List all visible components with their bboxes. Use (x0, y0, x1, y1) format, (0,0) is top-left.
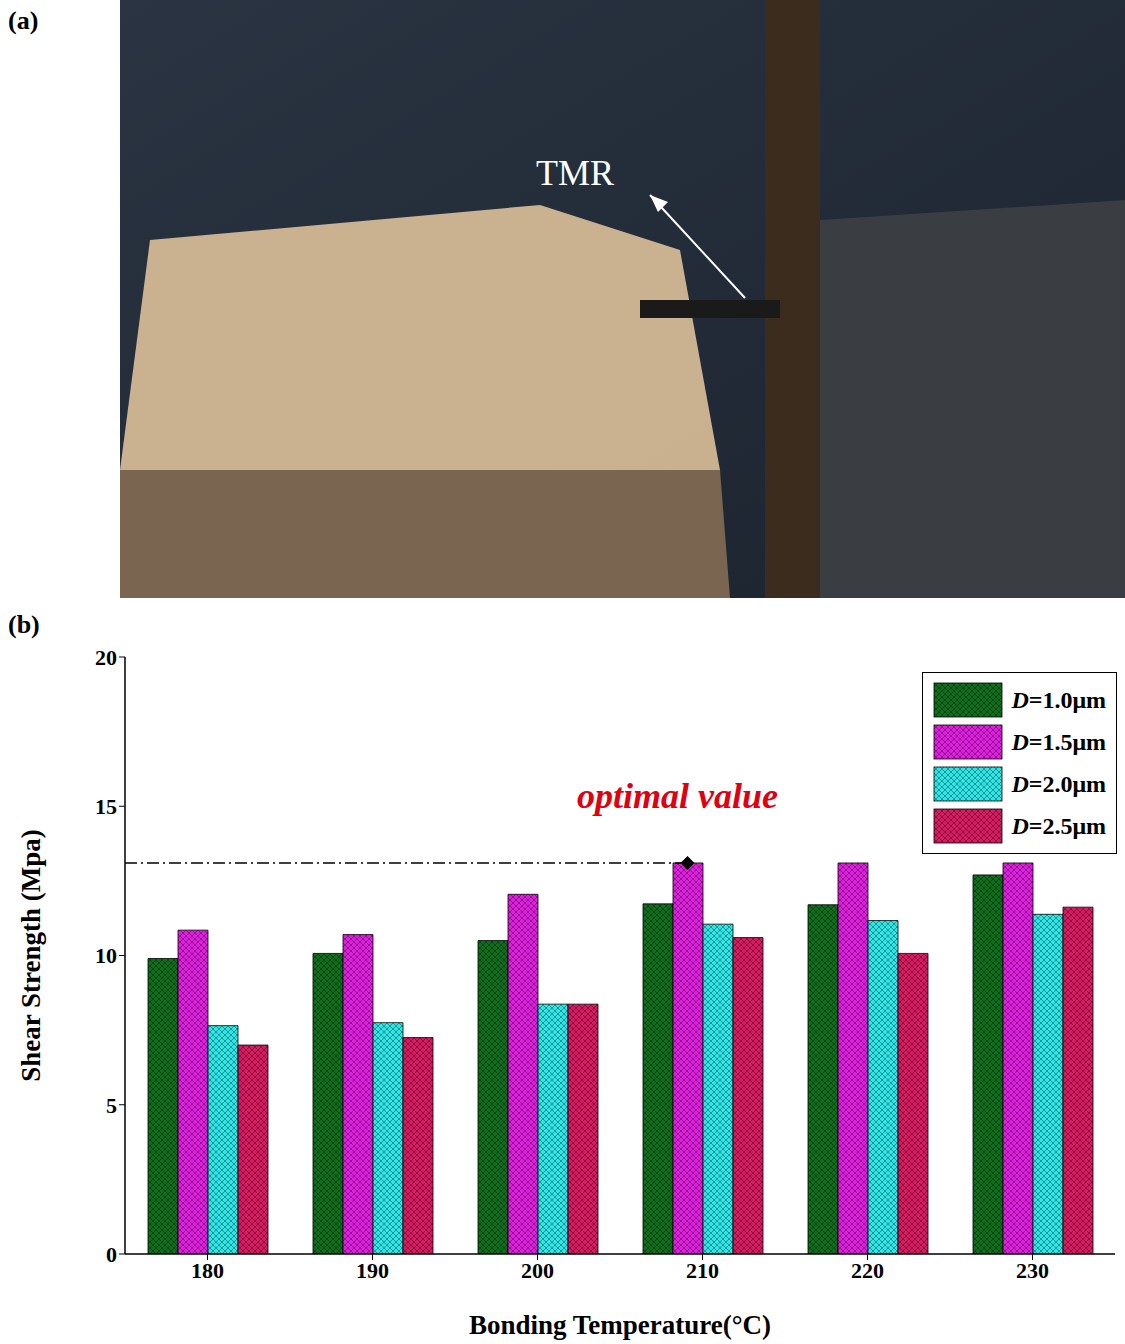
svg-text:210: 210 (686, 1258, 719, 1283)
svg-text:220: 220 (851, 1258, 884, 1283)
svg-text:10: 10 (95, 943, 117, 968)
svg-text:190: 190 (356, 1258, 389, 1283)
svg-text:5: 5 (106, 1093, 117, 1118)
svg-text:180: 180 (191, 1258, 224, 1283)
html-text:D =1.0μm: D =1.0μm (1011, 686, 1106, 713)
svg-text:200: 200 (521, 1258, 554, 1283)
html-text:D =2.5μm: D =2.5μm (1011, 812, 1106, 839)
html-text:(a): (a) (8, 6, 39, 35)
svg-text:optimal value: optimal value (577, 776, 778, 816)
svg-text:Shear Strength (Mpa): Shear Strength (Mpa) (16, 829, 46, 1082)
svg-text:0: 0 (106, 1242, 117, 1267)
html-text:D =2.0μm: D =2.0μm (1011, 770, 1106, 797)
svg-text:15: 15 (95, 794, 117, 819)
svg-text:Bonding Temperature(°C): Bonding Temperature(°C) (469, 1310, 771, 1340)
html-text:(b): (b) (8, 610, 40, 639)
svg-text:230: 230 (1016, 1258, 1049, 1283)
svg-text:20: 20 (95, 645, 117, 670)
html-text:D =1.5μm: D =1.5μm (1011, 728, 1106, 755)
svg-text:TMR: TMR (536, 153, 614, 193)
